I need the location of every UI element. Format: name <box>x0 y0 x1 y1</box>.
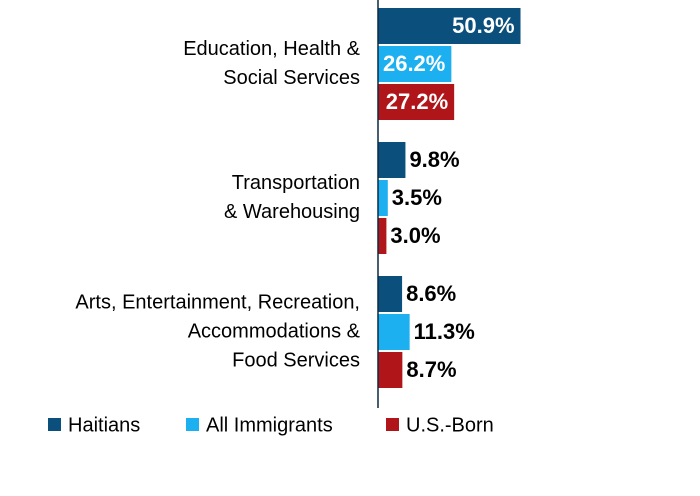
category-label: Accommodations & <box>188 320 361 342</box>
legend-swatch <box>386 418 399 431</box>
value-label: 26.2% <box>383 51 445 76</box>
category-label: Education, Health & <box>183 38 360 60</box>
bar <box>378 46 452 82</box>
value-label: 50.9% <box>452 13 514 38</box>
value-label: 3.5% <box>392 185 442 210</box>
value-label: 11.3% <box>414 319 475 344</box>
value-label: 9.8% <box>409 147 459 172</box>
legend-label: All Immigrants <box>206 414 333 436</box>
legend-swatch <box>48 418 61 431</box>
value-label: 27.2% <box>386 89 448 114</box>
category-label: Arts, Entertainment, Recreation, <box>75 291 360 313</box>
legend-label: U.S.-Born <box>406 414 494 436</box>
bar <box>378 352 403 388</box>
category-label: Transportation <box>232 172 360 194</box>
category-label: Social Services <box>223 67 360 89</box>
category-label: Food Services <box>232 349 360 371</box>
bar <box>378 8 521 44</box>
value-label: 8.6% <box>406 281 456 306</box>
value-label: 8.7% <box>406 357 456 382</box>
legend-swatch <box>186 418 199 431</box>
bar <box>378 180 388 216</box>
bar <box>378 84 455 120</box>
bar <box>378 218 387 254</box>
category-label: & Warehousing <box>224 201 360 223</box>
value-label: 3.0% <box>390 223 440 248</box>
bar <box>378 276 403 312</box>
legend-label: Haitians <box>68 414 140 436</box>
bar <box>378 142 406 178</box>
bar <box>378 314 410 350</box>
